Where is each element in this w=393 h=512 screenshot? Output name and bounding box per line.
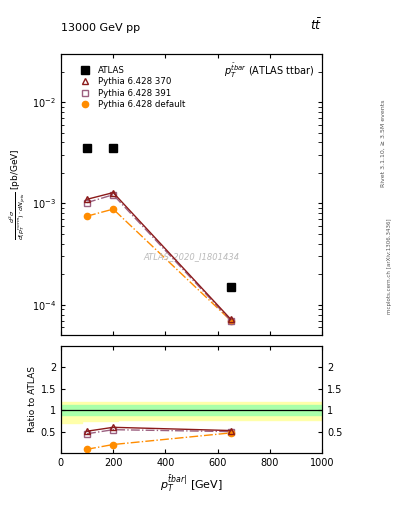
ATLAS xyxy=(111,145,116,152)
Pythia 6.428 default xyxy=(85,213,90,219)
ATLAS xyxy=(85,145,90,152)
Legend: ATLAS, Pythia 6.428 370, Pythia 6.428 391, Pythia 6.428 default: ATLAS, Pythia 6.428 370, Pythia 6.428 39… xyxy=(72,63,189,112)
Text: $t\bar{t}$: $t\bar{t}$ xyxy=(310,18,322,33)
Pythia 6.428 370 xyxy=(111,189,116,196)
X-axis label: $p^{\bar{t}bar|}_{T}$ [GeV]: $p^{\bar{t}bar|}_{T}$ [GeV] xyxy=(160,474,223,494)
Pythia 6.428 391 xyxy=(228,317,233,324)
Y-axis label: Ratio to ATLAS: Ratio to ATLAS xyxy=(28,367,37,432)
Text: $p_T^{\bar{t}bar}$ (ATLAS ttbar): $p_T^{\bar{t}bar}$ (ATLAS ttbar) xyxy=(224,62,314,80)
Line: ATLAS: ATLAS xyxy=(83,144,235,291)
Pythia 6.428 370 xyxy=(228,316,233,323)
Text: Rivet 3.1.10, ≥ 3.5M events: Rivet 3.1.10, ≥ 3.5M events xyxy=(381,100,386,187)
Pythia 6.428 default xyxy=(111,206,116,212)
Pythia 6.428 370 xyxy=(85,196,90,202)
Line: Pythia 6.428 391: Pythia 6.428 391 xyxy=(84,191,234,324)
Line: Pythia 6.428 370: Pythia 6.428 370 xyxy=(84,189,234,323)
Pythia 6.428 default xyxy=(228,317,233,324)
Text: ATLAS_2020_I1801434: ATLAS_2020_I1801434 xyxy=(143,252,240,261)
Text: mcplots.cern.ch [arXiv:1306.3436]: mcplots.cern.ch [arXiv:1306.3436] xyxy=(387,219,391,314)
Pythia 6.428 391 xyxy=(111,191,116,198)
Line: Pythia 6.428 default: Pythia 6.428 default xyxy=(84,206,234,324)
Text: 13000 GeV pp: 13000 GeV pp xyxy=(61,23,140,33)
Pythia 6.428 391 xyxy=(85,200,90,206)
ATLAS xyxy=(228,284,233,290)
Y-axis label: $\frac{d^2\sigma}{d(p_T^{norm})\cdot dN_{jets}}$ [pb/GeV]: $\frac{d^2\sigma}{d(p_T^{norm})\cdot dN_… xyxy=(7,149,28,240)
